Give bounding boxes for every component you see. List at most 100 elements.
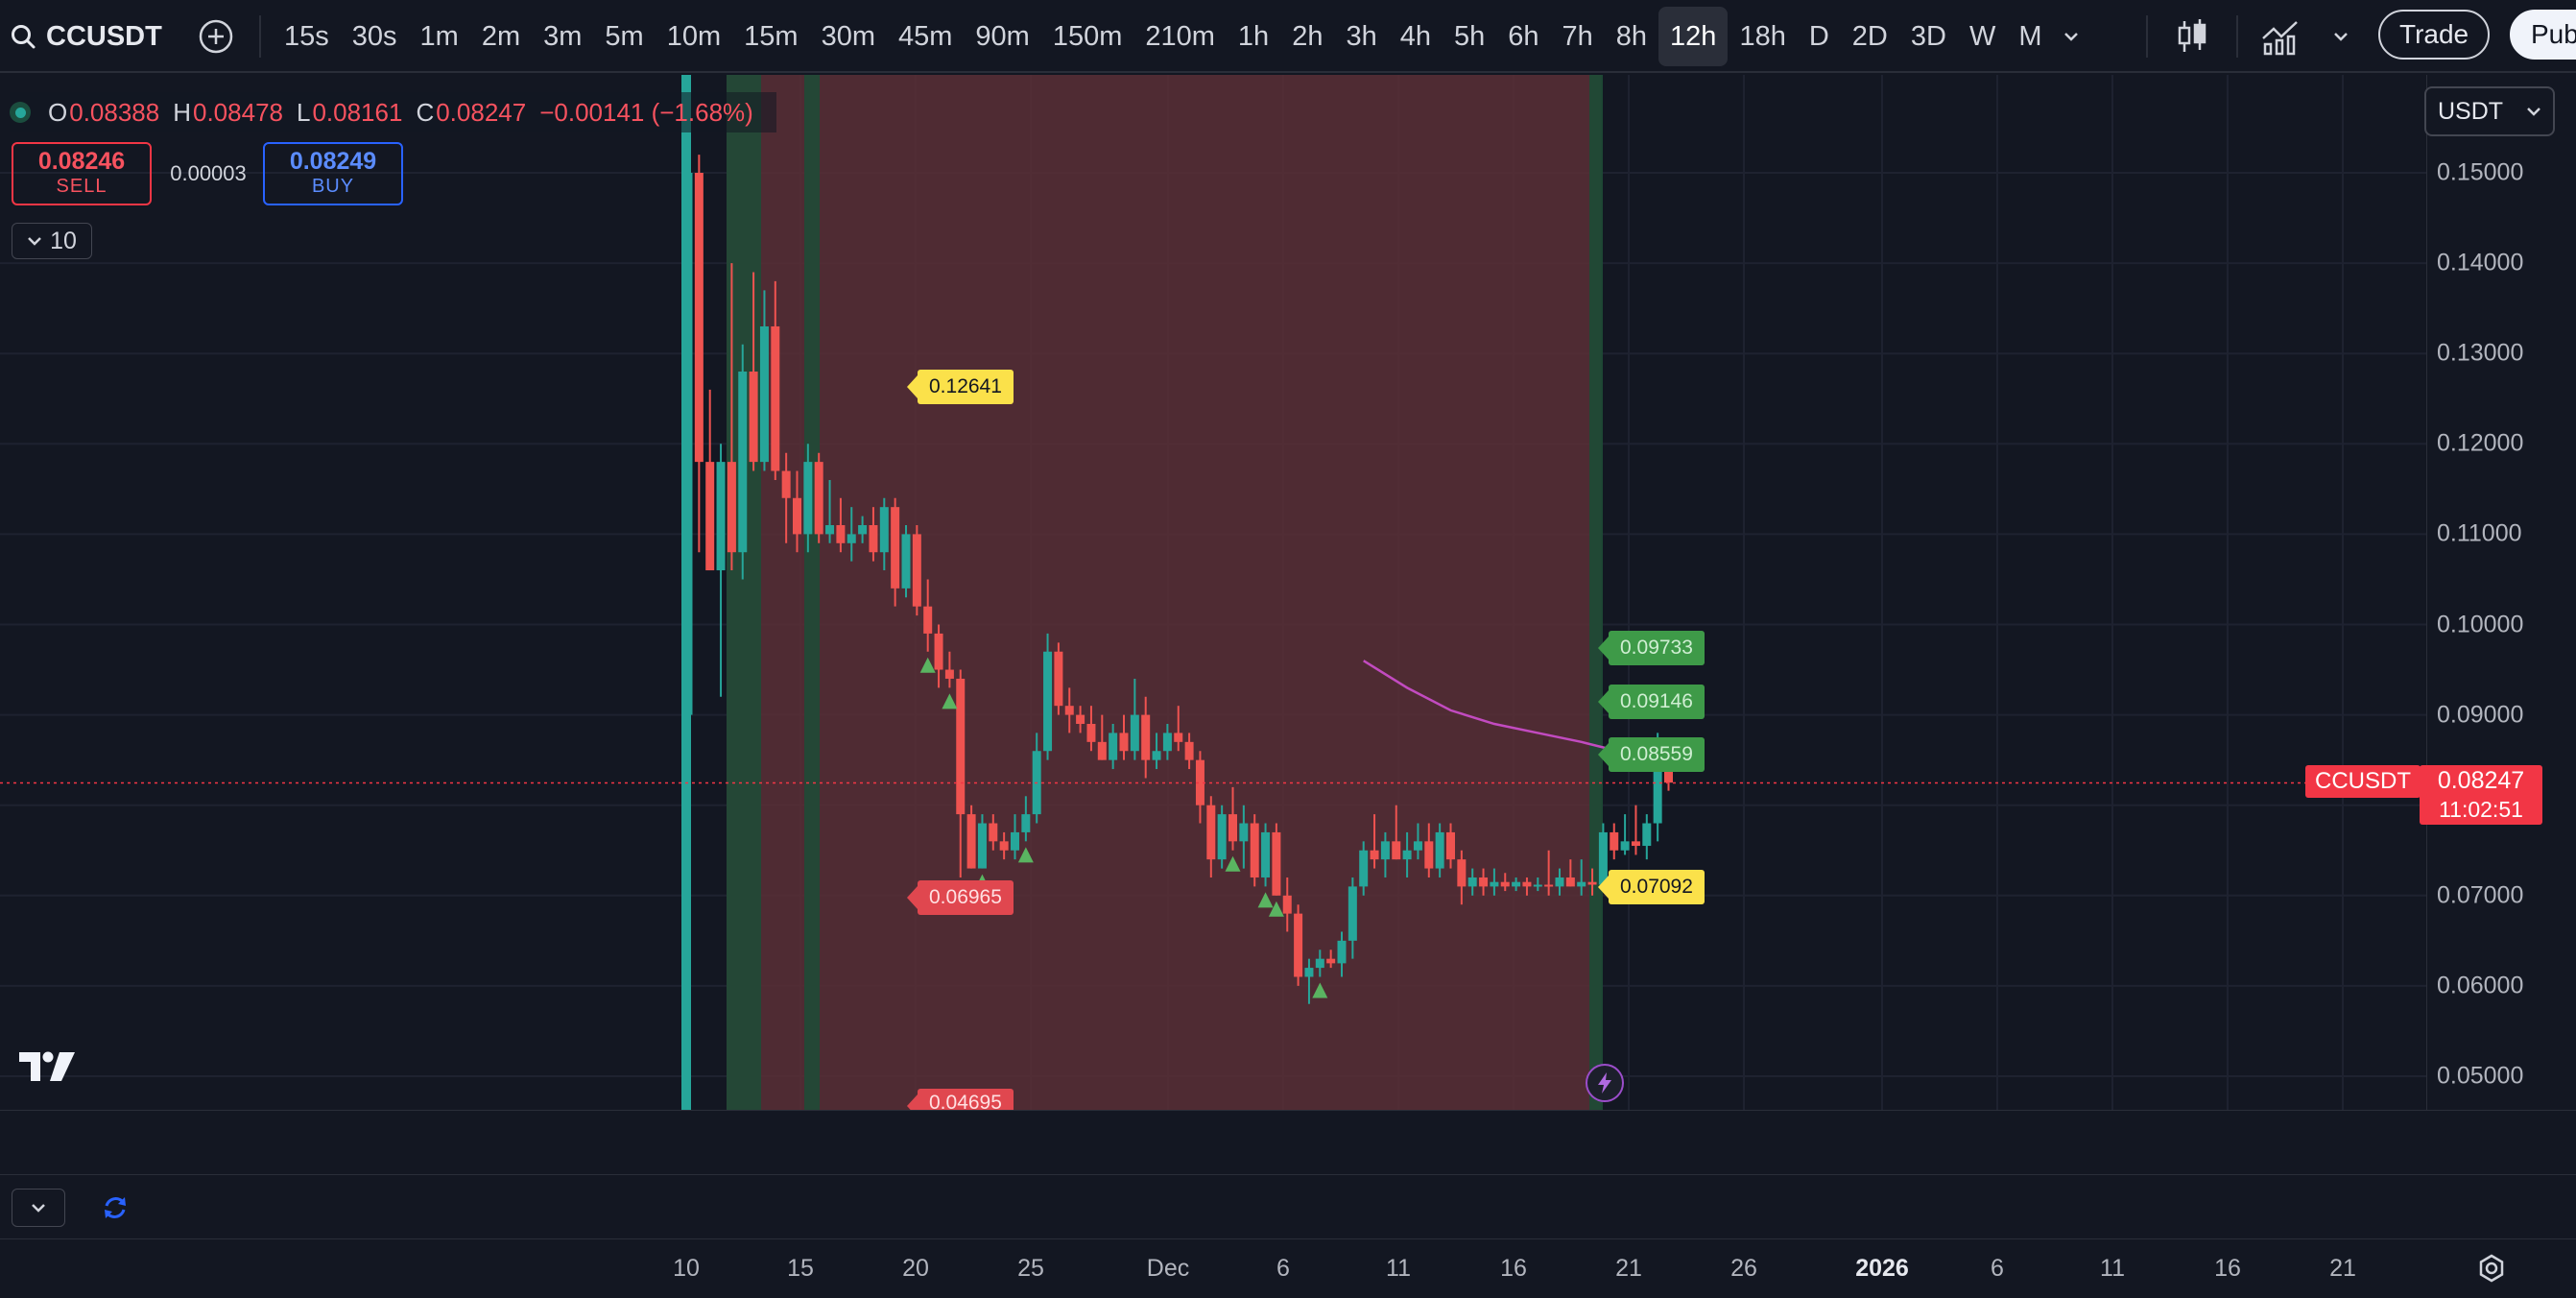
interval-2m[interactable]: 2m bbox=[481, 21, 521, 52]
interval-10m[interactable]: 10m bbox=[666, 21, 722, 52]
interval-w[interactable]: W bbox=[1968, 21, 1996, 52]
interval-15m[interactable]: 15m bbox=[744, 21, 799, 52]
compare-symbol-button[interactable] bbox=[196, 0, 236, 73]
time-axis-label: 15 bbox=[787, 1255, 814, 1282]
interval-210m[interactable]: 210m bbox=[1145, 21, 1215, 52]
interval-3h[interactable]: 3h bbox=[1346, 21, 1377, 52]
publish-label: Publish bbox=[2531, 19, 2576, 49]
short-zone-band bbox=[727, 75, 1601, 1110]
chart-pane[interactable] bbox=[0, 75, 2426, 1110]
templates-dropdown[interactable] bbox=[2326, 0, 2355, 73]
candle-body bbox=[1174, 733, 1183, 742]
interval-3d[interactable]: 3D bbox=[1910, 21, 1946, 52]
candle-body bbox=[912, 534, 921, 607]
candle-body bbox=[1011, 831, 1019, 851]
candle-body bbox=[749, 372, 758, 463]
interval-18h[interactable]: 18h bbox=[1739, 21, 1786, 52]
alert-bolt-button[interactable] bbox=[1586, 1064, 1624, 1102]
candle-body bbox=[1392, 841, 1401, 860]
interval-30s[interactable]: 30s bbox=[351, 21, 397, 52]
buy-signal-arrow bbox=[1225, 855, 1241, 872]
interval-m[interactable]: M bbox=[2018, 21, 2042, 52]
candle-body bbox=[1337, 940, 1347, 964]
candle-body bbox=[1076, 714, 1085, 725]
candle-body bbox=[1664, 770, 1673, 783]
candle-body bbox=[1631, 841, 1640, 847]
candle-body bbox=[727, 462, 736, 553]
interval-90m[interactable]: 90m bbox=[975, 21, 1030, 52]
interval-7h[interactable]: 7h bbox=[1562, 21, 1593, 52]
candle-body bbox=[1512, 881, 1521, 887]
interval-6h[interactable]: 6h bbox=[1508, 21, 1539, 52]
sell-button[interactable]: 0.08246 SELL bbox=[12, 142, 152, 205]
tradingview-logo-icon bbox=[19, 1051, 75, 1081]
trade-button[interactable]: Trade bbox=[2378, 10, 2491, 60]
low-value: 0.08161 bbox=[312, 97, 403, 127]
candle-body bbox=[1577, 881, 1586, 887]
currency-select[interactable]: USDT bbox=[2424, 86, 2555, 136]
candle-body bbox=[944, 669, 954, 679]
interval-45m[interactable]: 45m bbox=[897, 21, 953, 52]
interval-2d[interactable]: 2D bbox=[1851, 21, 1888, 52]
candle-body bbox=[1043, 651, 1053, 752]
candle-body bbox=[1021, 814, 1031, 832]
time-axis-label: 16 bbox=[2214, 1255, 2241, 1282]
bottom-bar bbox=[0, 1175, 2576, 1238]
interval-15s[interactable]: 15s bbox=[284, 21, 329, 52]
indicators-icon bbox=[2262, 21, 2298, 56]
candle-body bbox=[1653, 770, 1662, 824]
price-scale-label: 0.13000 bbox=[2437, 339, 2524, 367]
buy-label: BUY bbox=[311, 176, 355, 197]
refresh-icon bbox=[105, 1197, 126, 1218]
candle-body bbox=[956, 678, 966, 815]
spread-value: 0.00003 bbox=[170, 161, 247, 185]
more-intervals-dropdown[interactable] bbox=[2053, 7, 2089, 66]
candle-body bbox=[1435, 831, 1444, 869]
candle-body bbox=[1304, 968, 1314, 977]
chart-type-button[interactable] bbox=[2173, 0, 2211, 73]
interval-d[interactable]: D bbox=[1808, 21, 1829, 52]
quantity-dropdown[interactable]: 10 bbox=[12, 223, 92, 259]
candle-body bbox=[989, 823, 998, 842]
interval-3m[interactable]: 3m bbox=[543, 21, 583, 52]
current-symbol-label: CCUSDT bbox=[2305, 765, 2421, 798]
candle-body bbox=[825, 524, 835, 535]
toolbar-divider bbox=[2236, 15, 2238, 58]
time-axis-label: Dec bbox=[1146, 1255, 1190, 1282]
take-profit-2-label: 0.09146 bbox=[1598, 685, 1705, 719]
interval-2h[interactable]: 2h bbox=[1292, 21, 1324, 52]
buy-signal-arrow bbox=[1312, 982, 1328, 998]
interval-30m[interactable]: 30m bbox=[821, 21, 875, 52]
interval-12h[interactable]: 12h bbox=[1658, 7, 1729, 66]
low-key: L bbox=[296, 97, 311, 127]
entry-price-label: 0.07092 bbox=[1598, 870, 1705, 904]
bar-countdown: 11:02:51 bbox=[2439, 797, 2523, 822]
indicators-button[interactable] bbox=[2259, 0, 2302, 73]
tradingview-logo[interactable] bbox=[17, 1050, 77, 1088]
buy-button[interactable]: 0.08249 BUY bbox=[263, 142, 403, 205]
time-axis-label: 11 bbox=[2100, 1255, 2125, 1282]
interval-4h[interactable]: 4h bbox=[1399, 21, 1431, 52]
symbol-search[interactable]: CCUSDT bbox=[10, 0, 162, 73]
candle-body bbox=[923, 606, 933, 634]
replay-button[interactable] bbox=[96, 1189, 134, 1227]
interval-5h[interactable]: 5h bbox=[1453, 21, 1486, 52]
interval-150m[interactable]: 150m bbox=[1052, 21, 1123, 52]
candle-body bbox=[694, 173, 704, 463]
candle-body bbox=[1119, 733, 1129, 752]
interval-8h[interactable]: 8h bbox=[1615, 21, 1648, 52]
chart-settings-button[interactable] bbox=[2472, 1249, 2511, 1287]
time-axis-label: 21 bbox=[2329, 1255, 2356, 1282]
symbol-name: CCUSDT bbox=[46, 20, 162, 52]
candle-body bbox=[847, 534, 856, 543]
candle-body bbox=[1370, 850, 1379, 860]
collapse-pane-button[interactable] bbox=[12, 1189, 65, 1227]
time-axis-label: 6 bbox=[1276, 1255, 1290, 1282]
time-axis[interactable]: 10 15 20 25 Dec 6 11 16 21 26 2026 6 11 16 21 bbox=[0, 1238, 2576, 1298]
publish-button[interactable]: Publish bbox=[2510, 10, 2576, 60]
interval-5m[interactable]: 5m bbox=[605, 21, 644, 52]
interval-1m[interactable]: 1m bbox=[419, 21, 459, 52]
price-scale[interactable]: 0.15000 0.14000 0.13000 0.12000 0.11000 0.100… bbox=[2426, 75, 2576, 1110]
interval-1h[interactable]: 1h bbox=[1237, 21, 1270, 52]
candle-body bbox=[814, 462, 823, 535]
